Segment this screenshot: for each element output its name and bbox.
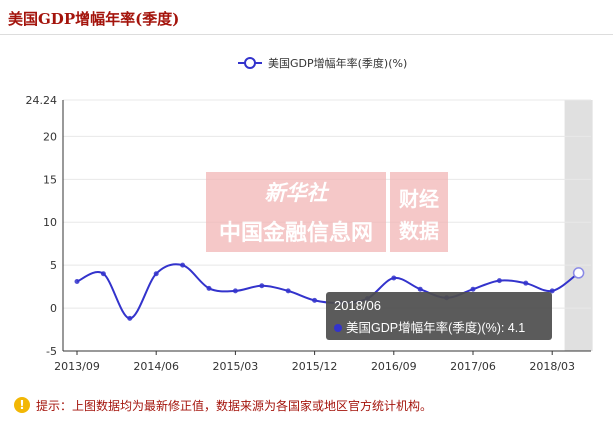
tooltip-background xyxy=(326,292,552,340)
x-tick-label: 2017/06 xyxy=(450,360,496,373)
tooltip-date: 2018/06 xyxy=(334,298,381,313)
gdp-line-chart: 新华社 中国金融信息网 财经 数据 24.24 20 15 10 5 0 -5 2013/09… xyxy=(26,56,593,373)
y-tick-label: 5 xyxy=(50,259,57,272)
title-divider xyxy=(0,34,613,35)
data-point[interactable] xyxy=(206,285,212,291)
data-point[interactable] xyxy=(470,286,476,292)
data-point[interactable] xyxy=(232,288,238,294)
x-tick-label: 2016/09 xyxy=(371,360,417,373)
watermark-brand: 新华社 xyxy=(265,180,330,205)
watermark: 新华社 中国金融信息网 财经 数据 xyxy=(206,172,448,252)
data-point[interactable] xyxy=(523,280,529,286)
highlight-band xyxy=(564,100,593,351)
watermark-right-box xyxy=(390,172,448,252)
legend[interactable]: 美国GDP增幅年率(季度)(%) xyxy=(238,56,407,70)
data-point[interactable] xyxy=(127,315,133,321)
y-tick-label: 20 xyxy=(43,130,57,143)
watermark-line1: 中国金融信息网 xyxy=(219,220,373,246)
watermark-left-box xyxy=(206,172,386,252)
tooltip-value: 美国GDP增幅年率(季度)(%): 4.1 xyxy=(346,320,525,335)
tooltip-series-marker xyxy=(334,324,342,332)
data-point[interactable] xyxy=(100,271,106,277)
legend-marker xyxy=(244,57,256,69)
data-point[interactable] xyxy=(153,271,159,277)
data-point[interactable] xyxy=(417,286,423,292)
data-point[interactable] xyxy=(74,278,80,284)
data-point[interactable] xyxy=(285,288,291,294)
page-title: 美国GDP增幅年率(季度) xyxy=(8,10,180,28)
watermark-line2-bottom: 数据 xyxy=(399,219,439,243)
x-tick-label: 2015/12 xyxy=(292,360,338,373)
tooltip: 2018/06 美国GDP增幅年率(季度)(%): 4.1 xyxy=(326,292,552,340)
data-point[interactable] xyxy=(180,262,186,268)
y-tick-label: 15 xyxy=(43,173,57,186)
data-point[interactable] xyxy=(391,275,397,281)
x-tick-label: 2015/03 xyxy=(213,360,259,373)
y-tick-label: -5 xyxy=(46,345,57,358)
data-point[interactable] xyxy=(496,278,502,284)
y-tick-label: 10 xyxy=(43,216,57,229)
y-tick-label: 0 xyxy=(50,302,57,315)
notice-text: 提示：上图数据均为最新修正值，数据来源为各国家或地区官方统计机构。 xyxy=(36,398,433,413)
y-tick-label: 24.24 xyxy=(26,94,58,107)
legend-label: 美国GDP增幅年率(季度)(%) xyxy=(268,56,407,70)
highlighted-data-point[interactable] xyxy=(572,267,585,279)
warning-icon: ! xyxy=(14,397,30,413)
watermark-line2-top: 财经 xyxy=(399,187,439,211)
x-tick-label: 2018/03 xyxy=(529,360,575,373)
x-tick-label: 2014/06 xyxy=(133,360,179,373)
data-point[interactable] xyxy=(312,297,318,303)
data-point[interactable] xyxy=(259,283,265,289)
x-tick-label: 2013/09 xyxy=(54,360,100,373)
notice-bar: ! 提示：上图数据均为最新修正值，数据来源为各国家或地区官方统计机构。 xyxy=(14,396,432,414)
data-point[interactable] xyxy=(549,288,555,294)
